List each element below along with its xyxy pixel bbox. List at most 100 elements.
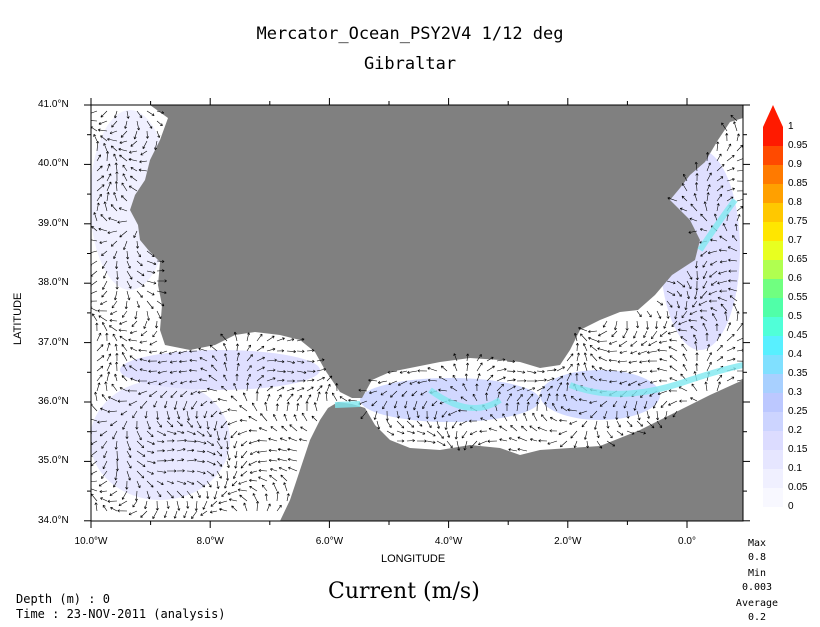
current-arrow bbox=[513, 413, 518, 422]
current-arrow bbox=[258, 427, 268, 432]
current-arrow bbox=[598, 330, 608, 337]
current-arrow bbox=[736, 198, 743, 202]
current-arrow bbox=[643, 400, 648, 409]
current-arrow bbox=[526, 379, 538, 383]
current-arrow bbox=[276, 337, 285, 342]
current-arrow bbox=[156, 130, 161, 138]
current-arrow bbox=[666, 280, 676, 285]
current-arrow bbox=[110, 310, 118, 315]
current-arrow bbox=[710, 307, 718, 312]
current-arrow bbox=[124, 120, 128, 129]
current-arrow bbox=[176, 448, 186, 452]
current-arrow bbox=[278, 466, 288, 472]
colorbar-label: 0.35 bbox=[788, 368, 808, 379]
current-arrow bbox=[115, 460, 119, 472]
current-arrow bbox=[189, 380, 198, 384]
current-arrow bbox=[686, 270, 693, 280]
current-arrow bbox=[736, 133, 740, 142]
current-arrow bbox=[195, 410, 199, 419]
current-arrow bbox=[716, 333, 721, 342]
current-vectors bbox=[91, 110, 743, 519]
current-arrow bbox=[152, 330, 158, 338]
current-arrow bbox=[377, 380, 388, 384]
current-arrow bbox=[138, 390, 148, 395]
current-arrow bbox=[296, 387, 305, 392]
current-arrow bbox=[209, 344, 218, 352]
current-arrow bbox=[275, 403, 279, 412]
current-arrow bbox=[128, 150, 138, 154]
current-arrow bbox=[125, 480, 129, 490]
current-arrow bbox=[733, 121, 738, 132]
current-arrow bbox=[114, 440, 118, 450]
current-arrow bbox=[725, 133, 729, 142]
current-arrow bbox=[680, 336, 688, 342]
current-arrow bbox=[627, 380, 638, 386]
current-arrow bbox=[544, 401, 548, 412]
current-arrow bbox=[118, 147, 128, 152]
current-arrow bbox=[189, 358, 198, 362]
current-arrow bbox=[708, 299, 718, 303]
current-arrow bbox=[406, 439, 415, 443]
current-arrow bbox=[101, 290, 108, 298]
current-arrow bbox=[666, 300, 673, 308]
current-arrow bbox=[249, 470, 258, 474]
current-arrow bbox=[136, 270, 145, 277]
current-arrow bbox=[417, 380, 428, 384]
current-arrow bbox=[598, 356, 608, 362]
current-arrow bbox=[547, 440, 558, 445]
current-arrow bbox=[144, 500, 148, 510]
current-arrow bbox=[126, 440, 132, 451]
colorbar-swatch bbox=[763, 374, 783, 393]
current-arrow bbox=[682, 353, 688, 362]
current-arrow bbox=[706, 344, 711, 352]
current-arrow bbox=[705, 332, 709, 341]
current-arrow bbox=[371, 400, 378, 407]
current-arrow bbox=[657, 390, 668, 395]
current-arrow bbox=[625, 320, 629, 331]
current-arrow bbox=[126, 460, 132, 469]
colorbar-label: 0.1 bbox=[788, 463, 802, 474]
current-arrow bbox=[189, 368, 198, 373]
current-arrow bbox=[207, 387, 218, 392]
current-arrow bbox=[622, 330, 628, 339]
current-arrow bbox=[268, 437, 278, 442]
current-arrow bbox=[167, 469, 177, 473]
colorbar-label: 0.05 bbox=[788, 482, 808, 493]
current-arrow bbox=[694, 341, 698, 352]
current-arrow bbox=[196, 460, 205, 464]
current-arrow bbox=[296, 338, 305, 342]
current-arrow bbox=[179, 360, 188, 364]
current-arrow bbox=[119, 140, 128, 144]
current-arrow bbox=[112, 333, 118, 342]
current-arrow bbox=[612, 400, 618, 408]
colorbar-swatch bbox=[763, 393, 783, 412]
current-arrow bbox=[186, 490, 194, 499]
current-arrow bbox=[103, 201, 108, 212]
current-arrow bbox=[659, 330, 668, 337]
current-arrow bbox=[623, 400, 628, 409]
current-arrow bbox=[231, 505, 238, 512]
current-arrow bbox=[388, 380, 398, 386]
current-arrow bbox=[306, 386, 314, 392]
current-arrow bbox=[436, 440, 446, 446]
current-arrow bbox=[476, 362, 483, 372]
current-arrow bbox=[450, 386, 458, 392]
current-arrow bbox=[224, 353, 228, 362]
current-arrow bbox=[238, 480, 248, 485]
current-arrow bbox=[286, 387, 295, 392]
current-arrow bbox=[728, 287, 738, 292]
current-arrow bbox=[249, 478, 258, 483]
current-arrow bbox=[176, 420, 183, 427]
current-arrow bbox=[105, 332, 109, 342]
current-arrow bbox=[206, 440, 214, 446]
current-arrow bbox=[486, 374, 494, 382]
current-arrow bbox=[114, 343, 118, 352]
current-arrow bbox=[288, 466, 298, 472]
map-title: Mercator_Ocean_PSY2V4 1/12 deg bbox=[256, 24, 564, 44]
colorbar-swatch bbox=[763, 431, 783, 450]
current-arrow bbox=[209, 510, 218, 514]
current-arrow bbox=[103, 270, 108, 279]
current-arrow bbox=[113, 290, 118, 301]
current-arrow bbox=[736, 379, 743, 382]
current-arrow bbox=[589, 400, 598, 404]
